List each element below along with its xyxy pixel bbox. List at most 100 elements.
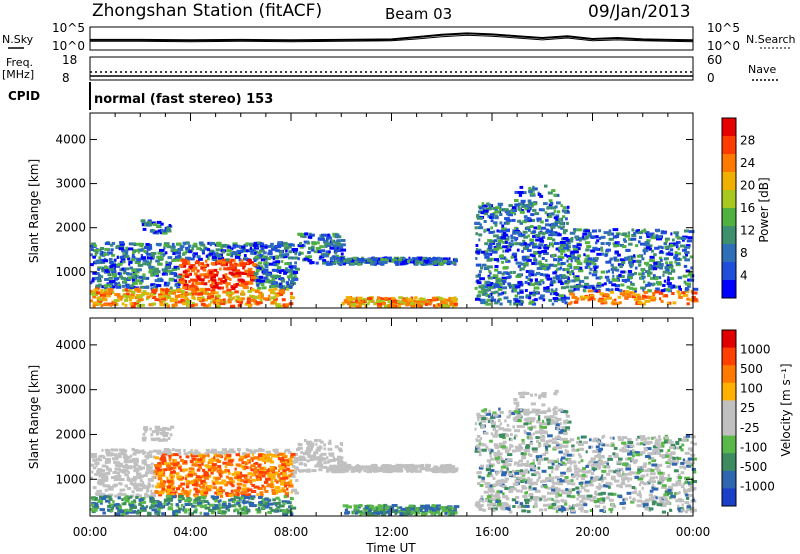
range-cell: [592, 229, 597, 233]
range-cell: [496, 236, 502, 240]
range-cell: [142, 481, 145, 485]
range-cell: [477, 294, 481, 298]
range-cell: [511, 218, 516, 222]
range-cell: [282, 471, 287, 475]
range-cell: [133, 452, 137, 456]
range-cell: [150, 283, 156, 287]
range-cell: [354, 507, 359, 511]
range-cell: [648, 267, 654, 271]
range-cell: [131, 490, 135, 494]
range-cell: [559, 266, 562, 270]
range-cell: [341, 465, 346, 469]
range-cell: [121, 302, 125, 306]
range-cell: [165, 227, 171, 231]
range-cell: [185, 485, 190, 489]
range-cell: [233, 283, 236, 287]
range-cell: [611, 283, 617, 287]
range-cell: [191, 290, 196, 294]
range-cell: [612, 278, 619, 282]
range-cell: [174, 294, 181, 298]
range-cell: [304, 452, 309, 456]
range-cell: [242, 262, 246, 266]
range-cell: [298, 244, 304, 247]
range-cell: [628, 237, 633, 241]
range-cell: [199, 247, 202, 251]
range-cell: [225, 455, 232, 459]
range-cell: [175, 297, 179, 301]
range-cell: [686, 239, 693, 243]
range-cell: [222, 290, 227, 294]
range-cell: [495, 206, 501, 210]
range-cell: [510, 234, 513, 238]
range-cell: [307, 259, 312, 263]
range-cell: [283, 450, 286, 454]
range-cell: [112, 505, 115, 509]
range-cell: [280, 489, 286, 493]
range-cell: [665, 261, 669, 265]
range-cell: [272, 498, 276, 502]
range-cell: [346, 301, 350, 305]
range-cell: [684, 229, 689, 233]
range-cell: [169, 286, 173, 290]
range-cell: [250, 299, 253, 302]
range-cell: [294, 469, 297, 473]
range-cell: [228, 498, 231, 502]
range-cell: [405, 510, 412, 514]
range-cell: [178, 273, 183, 277]
range-cell: [288, 269, 294, 273]
range-cell: [403, 257, 406, 260]
range-cell: [253, 485, 258, 489]
range-cell: [446, 260, 452, 264]
range-cell: [630, 291, 633, 295]
range-cell: [474, 226, 478, 230]
range-cell: [219, 302, 226, 306]
range-cell: [554, 205, 558, 209]
range-cell: [148, 268, 153, 272]
range-cell: [614, 244, 620, 248]
range-cell: [398, 296, 403, 300]
range-cell: [281, 474, 288, 478]
range-cell: [99, 469, 105, 473]
range-cell: [399, 506, 403, 510]
range-cell: [119, 462, 123, 466]
range-cell: [366, 302, 370, 306]
range-cell: [644, 261, 650, 265]
range-cell: [239, 471, 243, 475]
range-cell: [156, 451, 162, 455]
range-cell: [509, 285, 512, 289]
range-cell: [403, 258, 409, 262]
range-cell: [166, 496, 169, 500]
range-cell: [241, 487, 247, 491]
range-cell: [158, 295, 165, 299]
range-cell: [219, 298, 224, 302]
range-cell: [110, 248, 114, 252]
range-cell: [237, 250, 244, 253]
range-cell: [566, 279, 571, 283]
range-cell: [547, 191, 553, 195]
range-cell: [263, 262, 269, 266]
range-cell: [545, 245, 551, 248]
range-cell: [282, 471, 285, 475]
range-cell: [303, 458, 307, 462]
range-cell: [573, 300, 579, 304]
range-cell: [205, 292, 209, 296]
range-cell: [170, 503, 174, 507]
range-cell: [235, 463, 241, 467]
range-cell: [593, 267, 597, 271]
range-cell: [254, 296, 259, 300]
range-cell: [259, 279, 266, 283]
range-cell: [559, 222, 564, 226]
range-cell: [207, 279, 211, 283]
range-cell: [544, 184, 548, 188]
range-cell: [687, 273, 694, 277]
range-cell: [573, 287, 576, 291]
range-cell: [176, 487, 181, 491]
range-cell: [256, 279, 261, 282]
range-cell: [163, 283, 170, 287]
range-cell: [560, 226, 564, 230]
range-cell: [512, 252, 518, 256]
range-cell: [176, 510, 181, 514]
range-cell: [145, 243, 150, 246]
range-cell: [273, 287, 278, 291]
range-cell: [402, 298, 409, 302]
